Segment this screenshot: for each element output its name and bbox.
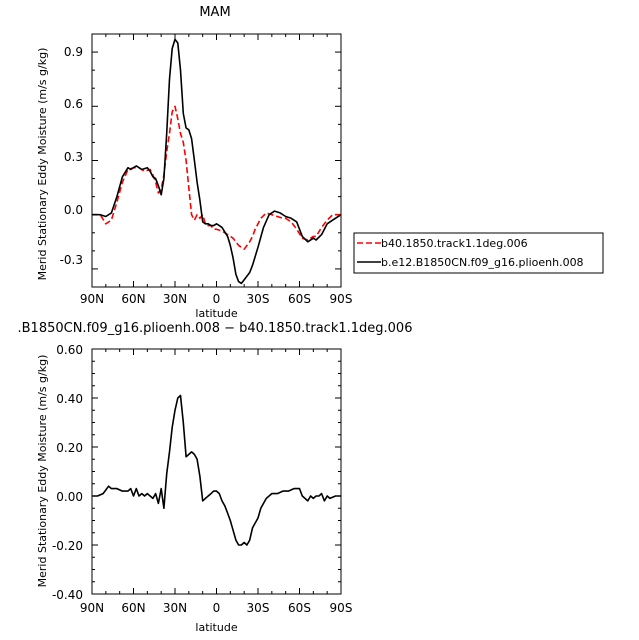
top-x-tick-labels: 90N 60N 30N 0 30S 60S 90S: [80, 292, 353, 306]
bottom-y-tick-label: -0.20: [52, 539, 83, 553]
bottom-x-tick-label: 90S: [330, 601, 353, 615]
top-x-tick-label: 30S: [247, 292, 270, 306]
top-y-tick-label: 0.6: [64, 97, 83, 111]
bottom-x-axis-label: latitude: [195, 621, 237, 634]
bottom-x-tick-label: 30N: [163, 601, 187, 615]
top-y-tick-label: -0.3: [60, 253, 83, 267]
bottom-y-tick-label: 0.60: [56, 343, 83, 357]
top-y-axis-label: Merid Stationary Eddy Moisture (m/s g/kg…: [36, 48, 49, 281]
bottom-y-tick-label: 0.40: [56, 392, 83, 406]
top-y-tick-label: 0.9: [64, 45, 83, 59]
legend-label-1: b40.1850.track1.1deg.006: [381, 237, 528, 250]
bottom-axis-ticks: [91, 348, 342, 595]
top-x-tick-label: 30N: [163, 292, 187, 306]
bottom-y-tick-label: -0.40: [52, 588, 83, 602]
bottom-x-tick-label: 90N: [80, 601, 104, 615]
bottom-y-axis-label: Merid Stationary Eddy Moisture (m/s g/kg…: [36, 355, 49, 588]
top-series-line-2: [92, 38, 342, 285]
bottom-y-tick-labels: 0.60 0.40 0.20 0.00 -0.20 -0.40: [52, 343, 83, 602]
bottom-plot-frame: [91, 348, 342, 595]
top-x-tick-label: 90N: [80, 292, 104, 306]
top-chart-title: MAM: [199, 5, 230, 20]
bottom-x-tick-label: 0: [213, 601, 221, 615]
top-plot-frame: [91, 33, 342, 288]
top-axis-ticks: [91, 33, 342, 288]
legend: b40.1850.track1.1deg.006 b.e12.B1850CN.f…: [353, 232, 604, 274]
bottom-x-tick-label: 30S: [247, 601, 270, 615]
bottom-chart-title: .B1850CN.f09_g16.plioenh.008 − b40.1850.…: [18, 321, 413, 336]
legend-label-2: b.e12.B1850CN.f09_g16.plioenh.008: [381, 256, 584, 269]
top-x-tick-label: 90S: [330, 292, 353, 306]
top-y-tick-label: 0.3: [64, 150, 83, 164]
top-series-group: [92, 38, 342, 285]
top-x-axis-label: latitude: [195, 307, 237, 320]
legend-box: [353, 232, 604, 274]
top-y-tick-labels: 0.9 0.6 0.3 0.0 -0.3: [60, 45, 83, 267]
bottom-y-tick-label: 0.00: [56, 490, 83, 504]
bottom-series-group: [92, 394, 341, 546]
top-x-tick-label: 0: [213, 292, 221, 306]
top-x-tick-label: 60N: [121, 292, 145, 306]
top-x-tick-label: 60S: [288, 292, 311, 306]
bottom-x-tick-label: 60N: [121, 601, 145, 615]
top-y-tick-label: 0.0: [64, 203, 83, 217]
bottom-x-tick-labels: 90N 60N 30N 0 30S 60S 90S: [80, 601, 353, 615]
top-series-line-1: [92, 105, 341, 250]
bottom-panel: .B1850CN.f09_g16.plioenh.008 − b40.1850.…: [18, 321, 413, 634]
top-panel: MAM 90N 60N 30N 0 30S 60S 90S 0.9 0.6 0.…: [36, 5, 604, 320]
bottom-x-tick-label: 60S: [288, 601, 311, 615]
bottom-series-line-1: [92, 394, 341, 546]
bottom-y-tick-label: 0.20: [56, 441, 83, 455]
